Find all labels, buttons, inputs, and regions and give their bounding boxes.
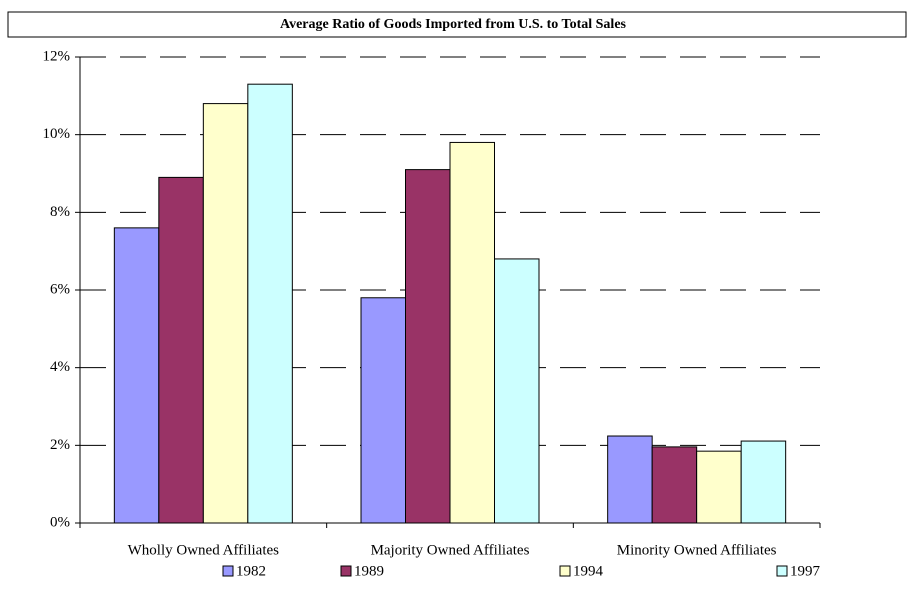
legend-label: 1994 <box>573 563 604 579</box>
bar <box>696 450 742 524</box>
legend-swatch <box>776 565 788 577</box>
y-tick-label: 8% <box>50 204 70 220</box>
bar <box>247 83 293 524</box>
legend-label: 1997 <box>790 563 821 579</box>
title-box <box>7 11 907 38</box>
bar <box>405 169 451 524</box>
y-tick-label: 12% <box>43 48 71 64</box>
x-tick-label: Minority Owned Affiliates <box>617 542 777 558</box>
legend-label: 1989 <box>354 563 384 579</box>
x-tick-label: Majority Owned Affiliates <box>371 542 530 558</box>
bar <box>449 141 495 524</box>
axes: 0% 2% 4% 6% 8% 10% 12% Wholly Owned Affiliates M… <box>43 48 821 579</box>
bar <box>202 103 249 524</box>
bar <box>158 176 204 524</box>
legend-swatch <box>222 565 234 577</box>
x-tick-label: Wholly Owned Affiliates <box>128 542 280 558</box>
bar <box>113 227 160 524</box>
legend-label: 1982 <box>236 563 266 579</box>
chart-title: Average Ratio of Goods Imported from U.S… <box>280 17 627 32</box>
legend-swatch <box>340 565 352 577</box>
bar <box>607 435 653 524</box>
legend-swatch <box>559 565 571 577</box>
y-tick-label: 4% <box>50 359 70 375</box>
y-tick-label: 2% <box>50 437 70 453</box>
bars <box>113 83 787 524</box>
y-tick-label: 6% <box>50 281 70 297</box>
bar <box>740 440 787 524</box>
bar <box>494 258 540 524</box>
y-tick-label: 0% <box>50 514 70 530</box>
bar <box>360 297 406 524</box>
bar <box>651 446 698 524</box>
y-tick-label: 10% <box>43 126 71 142</box>
